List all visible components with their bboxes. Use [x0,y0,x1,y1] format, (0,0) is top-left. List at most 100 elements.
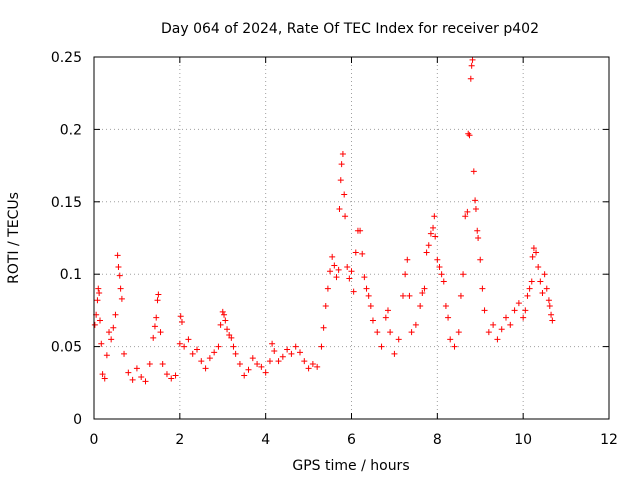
data-point [189,350,196,357]
data-point [125,369,132,376]
data-point [541,271,548,278]
x-tick-labels: 0 2 4 6 8 10 12 [90,432,618,448]
data-point [374,329,381,336]
data-point [445,314,452,321]
data-point [322,303,329,310]
data-point [344,263,351,270]
data-point [324,285,331,292]
data-point [412,321,419,328]
data-point [198,358,205,365]
x-tick-label: 6 [347,432,356,448]
data-point [292,343,299,350]
data-point [485,329,492,336]
data-point [421,285,428,292]
data-point [363,285,370,292]
data-point [305,365,312,372]
data-point [468,62,475,69]
data-point [115,263,122,270]
data-point [153,314,160,321]
data-point [481,307,488,314]
data-point [503,314,509,321]
data-point [427,230,434,237]
data-point [359,250,366,257]
data-point [378,343,385,350]
data-point [185,336,192,343]
data-points [91,56,556,385]
data-point [472,197,479,204]
data-point [464,208,471,215]
data-point [391,350,398,357]
data-point [477,256,484,263]
data-point [329,253,336,260]
data-point [419,290,426,297]
data-point [350,288,357,295]
data-point [352,249,359,256]
data-point [318,343,325,350]
data-point [232,350,239,357]
data-point [529,253,536,260]
data-point [331,262,338,269]
data-point [215,343,222,350]
data-point [470,168,477,175]
x-tick-label: 10 [514,432,532,448]
data-point [404,256,411,263]
data-point [241,372,248,379]
y-tick-label: 0.1 [60,267,82,283]
data-point [297,349,303,356]
data-point [548,311,555,318]
data-point [221,311,228,318]
x-tick-label: 8 [433,432,442,448]
data-point [150,334,157,341]
data-point [129,376,136,383]
data-point [337,177,344,184]
y-tick-label: 0.25 [51,50,82,66]
data-point [357,227,364,234]
data-point [369,317,376,324]
data-point [400,292,406,299]
data-point [159,360,166,367]
data-point [342,213,349,220]
data-point [549,317,556,324]
data-point [469,56,476,63]
data-point [479,285,486,292]
data-point [539,290,546,297]
data-point [110,324,117,331]
data-point [361,274,368,281]
data-point [288,350,295,357]
data-point [365,292,372,299]
data-point [133,365,140,372]
data-point [346,275,353,282]
data-point [138,374,145,381]
data-point [528,278,535,285]
data-point [526,285,533,292]
data-point [108,336,115,343]
data-point [535,263,542,270]
data-point [157,329,164,336]
y-tick-label: 0.05 [51,340,82,356]
data-point [309,360,316,367]
data-point [168,375,175,382]
data-point [262,369,269,376]
data-point [382,314,389,321]
data-point [338,161,345,168]
data-point [430,224,437,231]
data-point [219,308,226,315]
data-point [146,360,153,367]
data-point [249,355,256,362]
y-axis-label: ROTI / TECUs [6,192,22,284]
data-point [406,292,413,299]
data-point [172,372,179,379]
data-point [155,291,162,298]
x-tick-label: 12 [600,432,618,448]
data-point [301,358,308,365]
data-point [537,278,544,285]
data-point [515,300,522,307]
data-point [154,297,161,304]
data-point [103,352,110,359]
data-point [116,272,123,279]
data-point [206,355,213,362]
data-point [112,311,119,318]
data-point [498,326,505,333]
data-point [91,321,98,328]
